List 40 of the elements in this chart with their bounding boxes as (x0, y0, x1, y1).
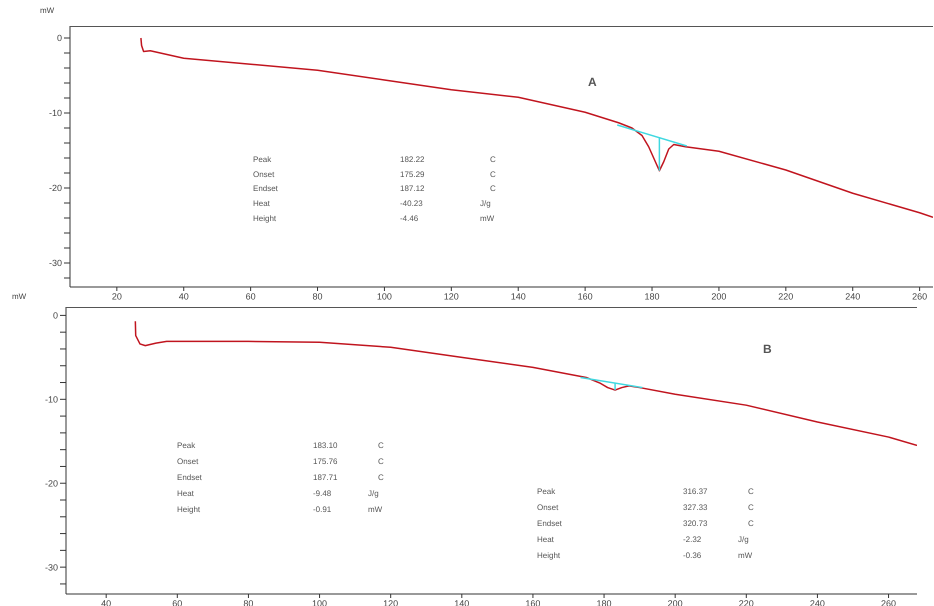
y-tick-label: -30 (44, 562, 58, 572)
text: Heat -2.32 J/g (537, 535, 749, 544)
y-tick-label: 0 (56, 33, 62, 44)
text: Peak 183.10 C (177, 441, 384, 450)
text: Height -4.46 mW (253, 214, 494, 223)
x-tick-label: 80 (312, 291, 323, 302)
x-tick-label: 120 (444, 291, 459, 302)
y-tick-label: -10 (44, 394, 58, 405)
x-tick-label: 180 (644, 291, 660, 302)
x-tick-label: 40 (178, 291, 189, 302)
x-tick-label: 220 (778, 291, 794, 302)
text: Height -0.91 mW (177, 505, 382, 514)
x-tick-label: 60 (246, 291, 256, 302)
x-tick-label: 260 (912, 291, 928, 302)
text: Endset 187.12 C (253, 184, 496, 194)
y-axis-title: mW (40, 6, 54, 15)
text: Heat -40.23 J/g (253, 199, 491, 208)
x-tick-label: 20 (112, 291, 122, 302)
annotation: B (763, 342, 772, 356)
text: Peak 182.22 C (253, 155, 496, 164)
text: Onset 175.76 C (177, 457, 384, 466)
y-tick-label: 0 (52, 310, 58, 321)
text: Peak 316.37 C (537, 487, 754, 496)
text: Height -0.36 mW (537, 551, 752, 560)
annotation: A (588, 75, 597, 89)
x-tick-label: 160 (578, 291, 593, 302)
y-tick-label: -30 (48, 258, 62, 268)
x-tick-label: 140 (510, 291, 526, 302)
text: Endset 187.71 C (177, 473, 384, 482)
y-tick-label: -10 (48, 108, 62, 118)
text: Heat -9.48 J/g (177, 489, 379, 498)
x-tick-label: 240 (845, 291, 860, 302)
y-axis-title: mW (12, 292, 26, 301)
y-tick-label: -20 (48, 183, 62, 194)
y-tick-label: -20 (44, 478, 58, 488)
x-tick-label: 200 (711, 291, 726, 302)
text: Onset 327.33 C (537, 503, 754, 512)
text: Onset 175.29 C (253, 170, 496, 179)
x-tick-label: 100 (376, 291, 392, 302)
text: Endset 320.73 C (537, 519, 754, 528)
